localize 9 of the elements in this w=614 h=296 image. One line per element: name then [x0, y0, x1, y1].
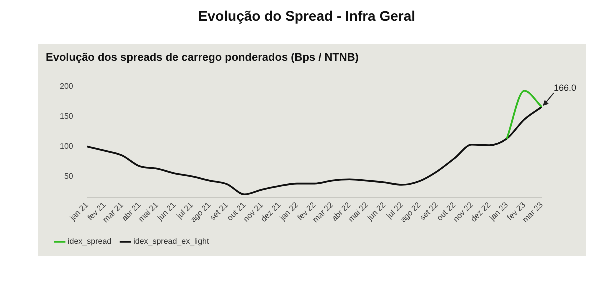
- y-tick-label: 50: [64, 172, 74, 181]
- annotation: 166.0: [554, 83, 577, 94]
- chart-title: Evolução do Spread - Infra Geral: [197, 8, 417, 24]
- legend-label: idex_spread_ex_light: [134, 237, 210, 246]
- y-tick-label: 150: [60, 112, 74, 121]
- legend-label: idex_spread: [68, 237, 112, 246]
- y-tick-label: 200: [60, 82, 74, 92]
- chart-subtitle: Evolução dos spreads de carrego ponderados (Bps / NTNB): [46, 52, 359, 64]
- y-tick-label: 100: [60, 142, 74, 151]
